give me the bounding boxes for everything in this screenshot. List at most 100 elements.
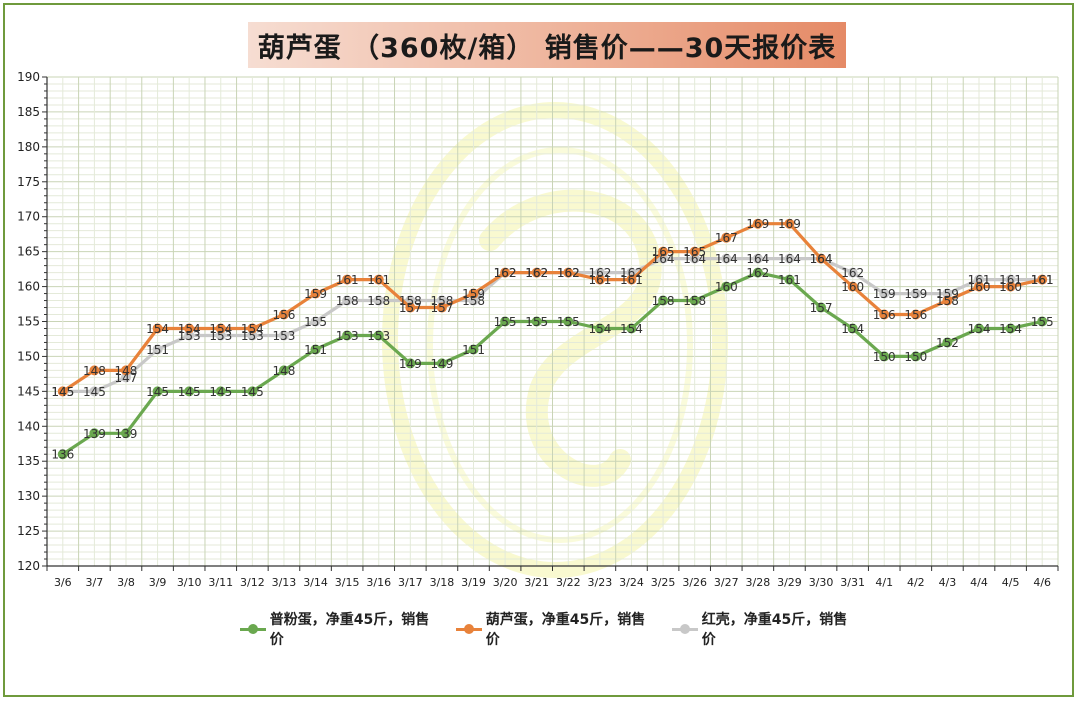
data-point xyxy=(784,218,795,229)
data-label: 151 xyxy=(304,343,327,357)
data-label: 164 xyxy=(810,252,833,266)
x-tick-label: 3/13 xyxy=(272,576,297,589)
data-point xyxy=(405,358,416,369)
data-label: 162 xyxy=(525,266,548,280)
data-point xyxy=(215,330,226,341)
data-point xyxy=(974,274,985,285)
y-tick-label: 190 xyxy=(17,70,40,84)
x-tick-label: 3/25 xyxy=(651,576,676,589)
data-label: 164 xyxy=(652,252,675,266)
y-tick-label: 180 xyxy=(17,140,40,154)
data-point xyxy=(342,295,353,306)
data-point xyxy=(120,372,131,383)
data-point xyxy=(310,344,321,355)
data-label: 154 xyxy=(178,322,201,336)
data-label: 154 xyxy=(999,322,1022,336)
data-label: 164 xyxy=(715,252,738,266)
data-point xyxy=(689,253,700,264)
data-label: 150 xyxy=(873,350,896,364)
data-point xyxy=(974,323,985,334)
data-label: 155 xyxy=(525,315,548,329)
y-tick-label: 160 xyxy=(17,280,40,294)
data-label: 161 xyxy=(588,273,611,287)
data-label: 154 xyxy=(968,322,991,336)
data-label: 159 xyxy=(904,287,927,301)
data-point xyxy=(184,330,195,341)
data-label: 151 xyxy=(146,343,169,357)
data-label: 158 xyxy=(367,294,390,308)
data-label: 164 xyxy=(746,252,769,266)
data-label: 162 xyxy=(620,266,643,280)
data-label: 162 xyxy=(494,266,517,280)
data-point xyxy=(468,288,479,299)
data-point xyxy=(784,253,795,264)
data-label: 161 xyxy=(1031,273,1054,287)
data-point xyxy=(721,281,732,292)
data-point xyxy=(342,330,353,341)
data-point xyxy=(89,365,100,376)
data-point xyxy=(942,337,953,348)
x-tick-label: 4/2 xyxy=(907,576,925,589)
data-label: 160 xyxy=(968,280,991,294)
x-tick-label: 3/10 xyxy=(177,576,202,589)
data-label: 145 xyxy=(51,385,74,399)
data-label: 147 xyxy=(115,371,138,385)
data-point xyxy=(879,309,890,320)
data-label: 165 xyxy=(683,245,706,259)
data-label: 154 xyxy=(841,322,864,336)
x-tick-label: 3/15 xyxy=(335,576,360,589)
data-point xyxy=(436,358,447,369)
data-label: 160 xyxy=(999,280,1022,294)
chart-title-banner: 葫芦蛋 （360枚/箱） 销售价——30天报价表 xyxy=(248,22,846,68)
data-label: 158 xyxy=(652,294,675,308)
data-point xyxy=(910,309,921,320)
data-label: 154 xyxy=(620,322,643,336)
x-tick-label: 3/23 xyxy=(588,576,613,589)
data-point xyxy=(910,351,921,362)
data-point xyxy=(594,267,605,278)
data-point xyxy=(500,267,511,278)
data-point xyxy=(689,246,700,257)
data-point xyxy=(563,267,574,278)
data-point xyxy=(468,344,479,355)
y-tick-label: 145 xyxy=(17,384,40,398)
data-label: 162 xyxy=(841,266,864,280)
data-point xyxy=(247,330,258,341)
x-tick-label: 4/5 xyxy=(1002,576,1020,589)
data-label: 156 xyxy=(873,308,896,322)
data-point xyxy=(910,288,921,299)
legend-item: 红壳，净重45斤，销售价 xyxy=(671,609,860,649)
data-label: 154 xyxy=(209,322,232,336)
data-point xyxy=(89,428,100,439)
axes: 120 125 130 135 140 145 150 155 160 165 170 175 180 1… xyxy=(17,70,1059,589)
data-point xyxy=(626,267,637,278)
data-label: 162 xyxy=(494,266,517,280)
data-point xyxy=(342,274,353,285)
data-point xyxy=(942,295,953,306)
data-point xyxy=(468,295,479,306)
data-label: 165 xyxy=(652,245,675,259)
x-tick-label: 3/16 xyxy=(366,576,391,589)
data-label: 155 xyxy=(304,315,327,329)
data-label: 151 xyxy=(462,343,485,357)
data-label: 139 xyxy=(83,427,106,441)
data-label: 162 xyxy=(557,266,580,280)
data-label: 148 xyxy=(115,364,138,378)
data-label: 149 xyxy=(430,357,453,371)
data-label: 159 xyxy=(936,287,959,301)
data-point xyxy=(1005,323,1016,334)
data-label: 164 xyxy=(778,252,801,266)
data-label: 160 xyxy=(841,280,864,294)
data-point xyxy=(658,246,669,257)
series xyxy=(57,218,1048,460)
legend-label: 红壳，净重45斤，销售价 xyxy=(701,612,848,648)
x-tick-label: 3/24 xyxy=(619,576,644,589)
data-point xyxy=(1005,274,1016,285)
x-tick-label: 3/30 xyxy=(809,576,834,589)
data-label: 145 xyxy=(83,385,106,399)
data-label: 164 xyxy=(810,252,833,266)
data-label: 154 xyxy=(146,322,169,336)
data-point xyxy=(215,386,226,397)
data-label: 157 xyxy=(430,301,453,315)
